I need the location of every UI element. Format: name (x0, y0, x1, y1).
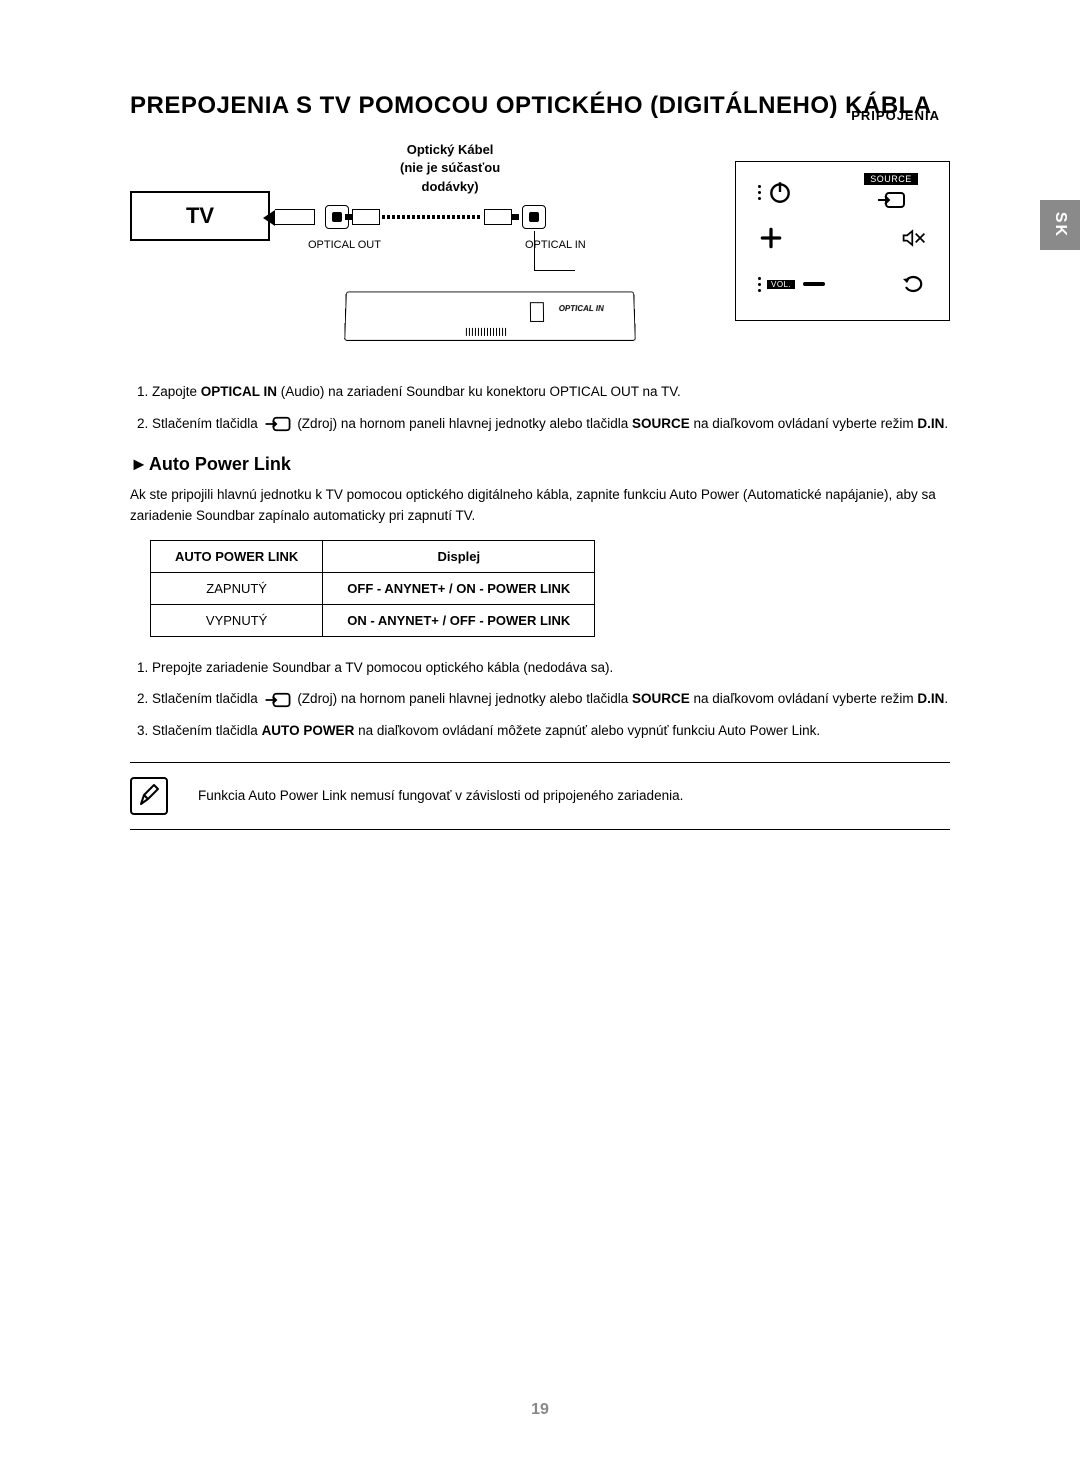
optical-cable-icon (382, 215, 482, 219)
repeat-icon (901, 271, 927, 297)
cable-label-line1: Optický Kábel (400, 141, 500, 159)
table-cell: OFF - ANYNET+ / ON - POWER LINK (323, 572, 595, 604)
indicator-dots-icon (758, 185, 761, 200)
subsection-heading: Auto Power Link (130, 454, 950, 475)
volume-up-icon (758, 225, 784, 251)
step-2-3: Stlačením tlačidla AUTO POWER na diaľkov… (152, 720, 950, 742)
side-tab-label: SK (1051, 212, 1069, 238)
steps-list-1: Zapojte OPTICAL IN (Audio) na zariadení … (130, 381, 950, 434)
source-inline-icon (264, 692, 292, 708)
step-1-1: Zapojte OPTICAL IN (Audio) na zariadení … (152, 381, 950, 403)
step-2-1: Prepojte zariadenie Soundbar a TV pomoco… (152, 657, 950, 679)
optical-plug-left-icon (352, 209, 380, 225)
steps-list-2: Prepojte zariadenie Soundbar a TV pomoco… (130, 657, 950, 742)
optical-plug-right-icon (484, 209, 512, 225)
optical-in-port-icon (522, 205, 546, 229)
control-panel: SOURCE VOL. (735, 161, 950, 321)
connection-diagram: TV Optický Kábel (nie je súčasťou dodávk… (130, 141, 950, 351)
cable-label-line3: dodávky) (400, 178, 500, 196)
table-cell: ZAPNUTÝ (151, 572, 323, 604)
note-pencil-icon (130, 777, 168, 815)
note-text: Funkcia Auto Power Link nemusí fungovať … (198, 788, 683, 803)
mute-icon (901, 225, 927, 251)
source-arrow-icon (876, 189, 906, 211)
table-header-cell: Displej (323, 540, 595, 572)
step-1-2: Stlačením tlačidla (Zdroj) na hornom pan… (152, 413, 950, 435)
indicator-dots-icon (758, 277, 761, 292)
note-box: Funkcia Auto Power Link nemusí fungovať … (130, 762, 950, 830)
table-cell: ON - ANYNET+ / OFF - POWER LINK (323, 604, 595, 636)
leader-line (534, 231, 535, 271)
step-2-2: Stlačením tlačidla (Zdroj) na hornom pan… (152, 688, 950, 710)
table-cell: VYPNUTÝ (151, 604, 323, 636)
device-port-label: OPTICAL IN (559, 304, 604, 313)
main-heading: PREPOJENIA S TV POMOCOU OPTICKÉHO (DIGIT… (130, 90, 950, 121)
device-optical-port-icon (530, 302, 544, 322)
section-label: PRIPOJENIA (851, 108, 940, 123)
vol-badge: VOL. (767, 280, 795, 289)
source-badge: SOURCE (864, 173, 918, 185)
table-row: ZAPNUTÝ OFF - ANYNET+ / ON - POWER LINK (151, 572, 595, 604)
soundbar-device-icon: OPTICAL IN (344, 292, 636, 342)
cable-label: Optický Kábel (nie je súčasťou dodávky) (400, 141, 500, 196)
cable-label-line2: (nie je súčasťou (400, 159, 500, 177)
autopower-intro: Ak ste pripojili hlavnú jednotku k TV po… (130, 485, 950, 526)
side-tab: SK (1040, 200, 1080, 250)
table-row: VYPNUTÝ ON - ANYNET+ / OFF - POWER LINK (151, 604, 595, 636)
autopower-table: AUTO POWER LINK Displej ZAPNUTÝ OFF - AN… (150, 540, 595, 637)
optical-out-label: OPTICAL OUT (308, 239, 381, 251)
source-inline-icon (264, 416, 292, 432)
page-number: 19 (531, 1401, 549, 1419)
arrow-connector (275, 209, 315, 225)
tv-box: TV (130, 191, 270, 241)
device-grille-icon (466, 328, 506, 336)
volume-down-icon (801, 279, 827, 289)
power-icon (767, 179, 793, 205)
table-header-cell: AUTO POWER LINK (151, 540, 323, 572)
table-header-row: AUTO POWER LINK Displej (151, 540, 595, 572)
